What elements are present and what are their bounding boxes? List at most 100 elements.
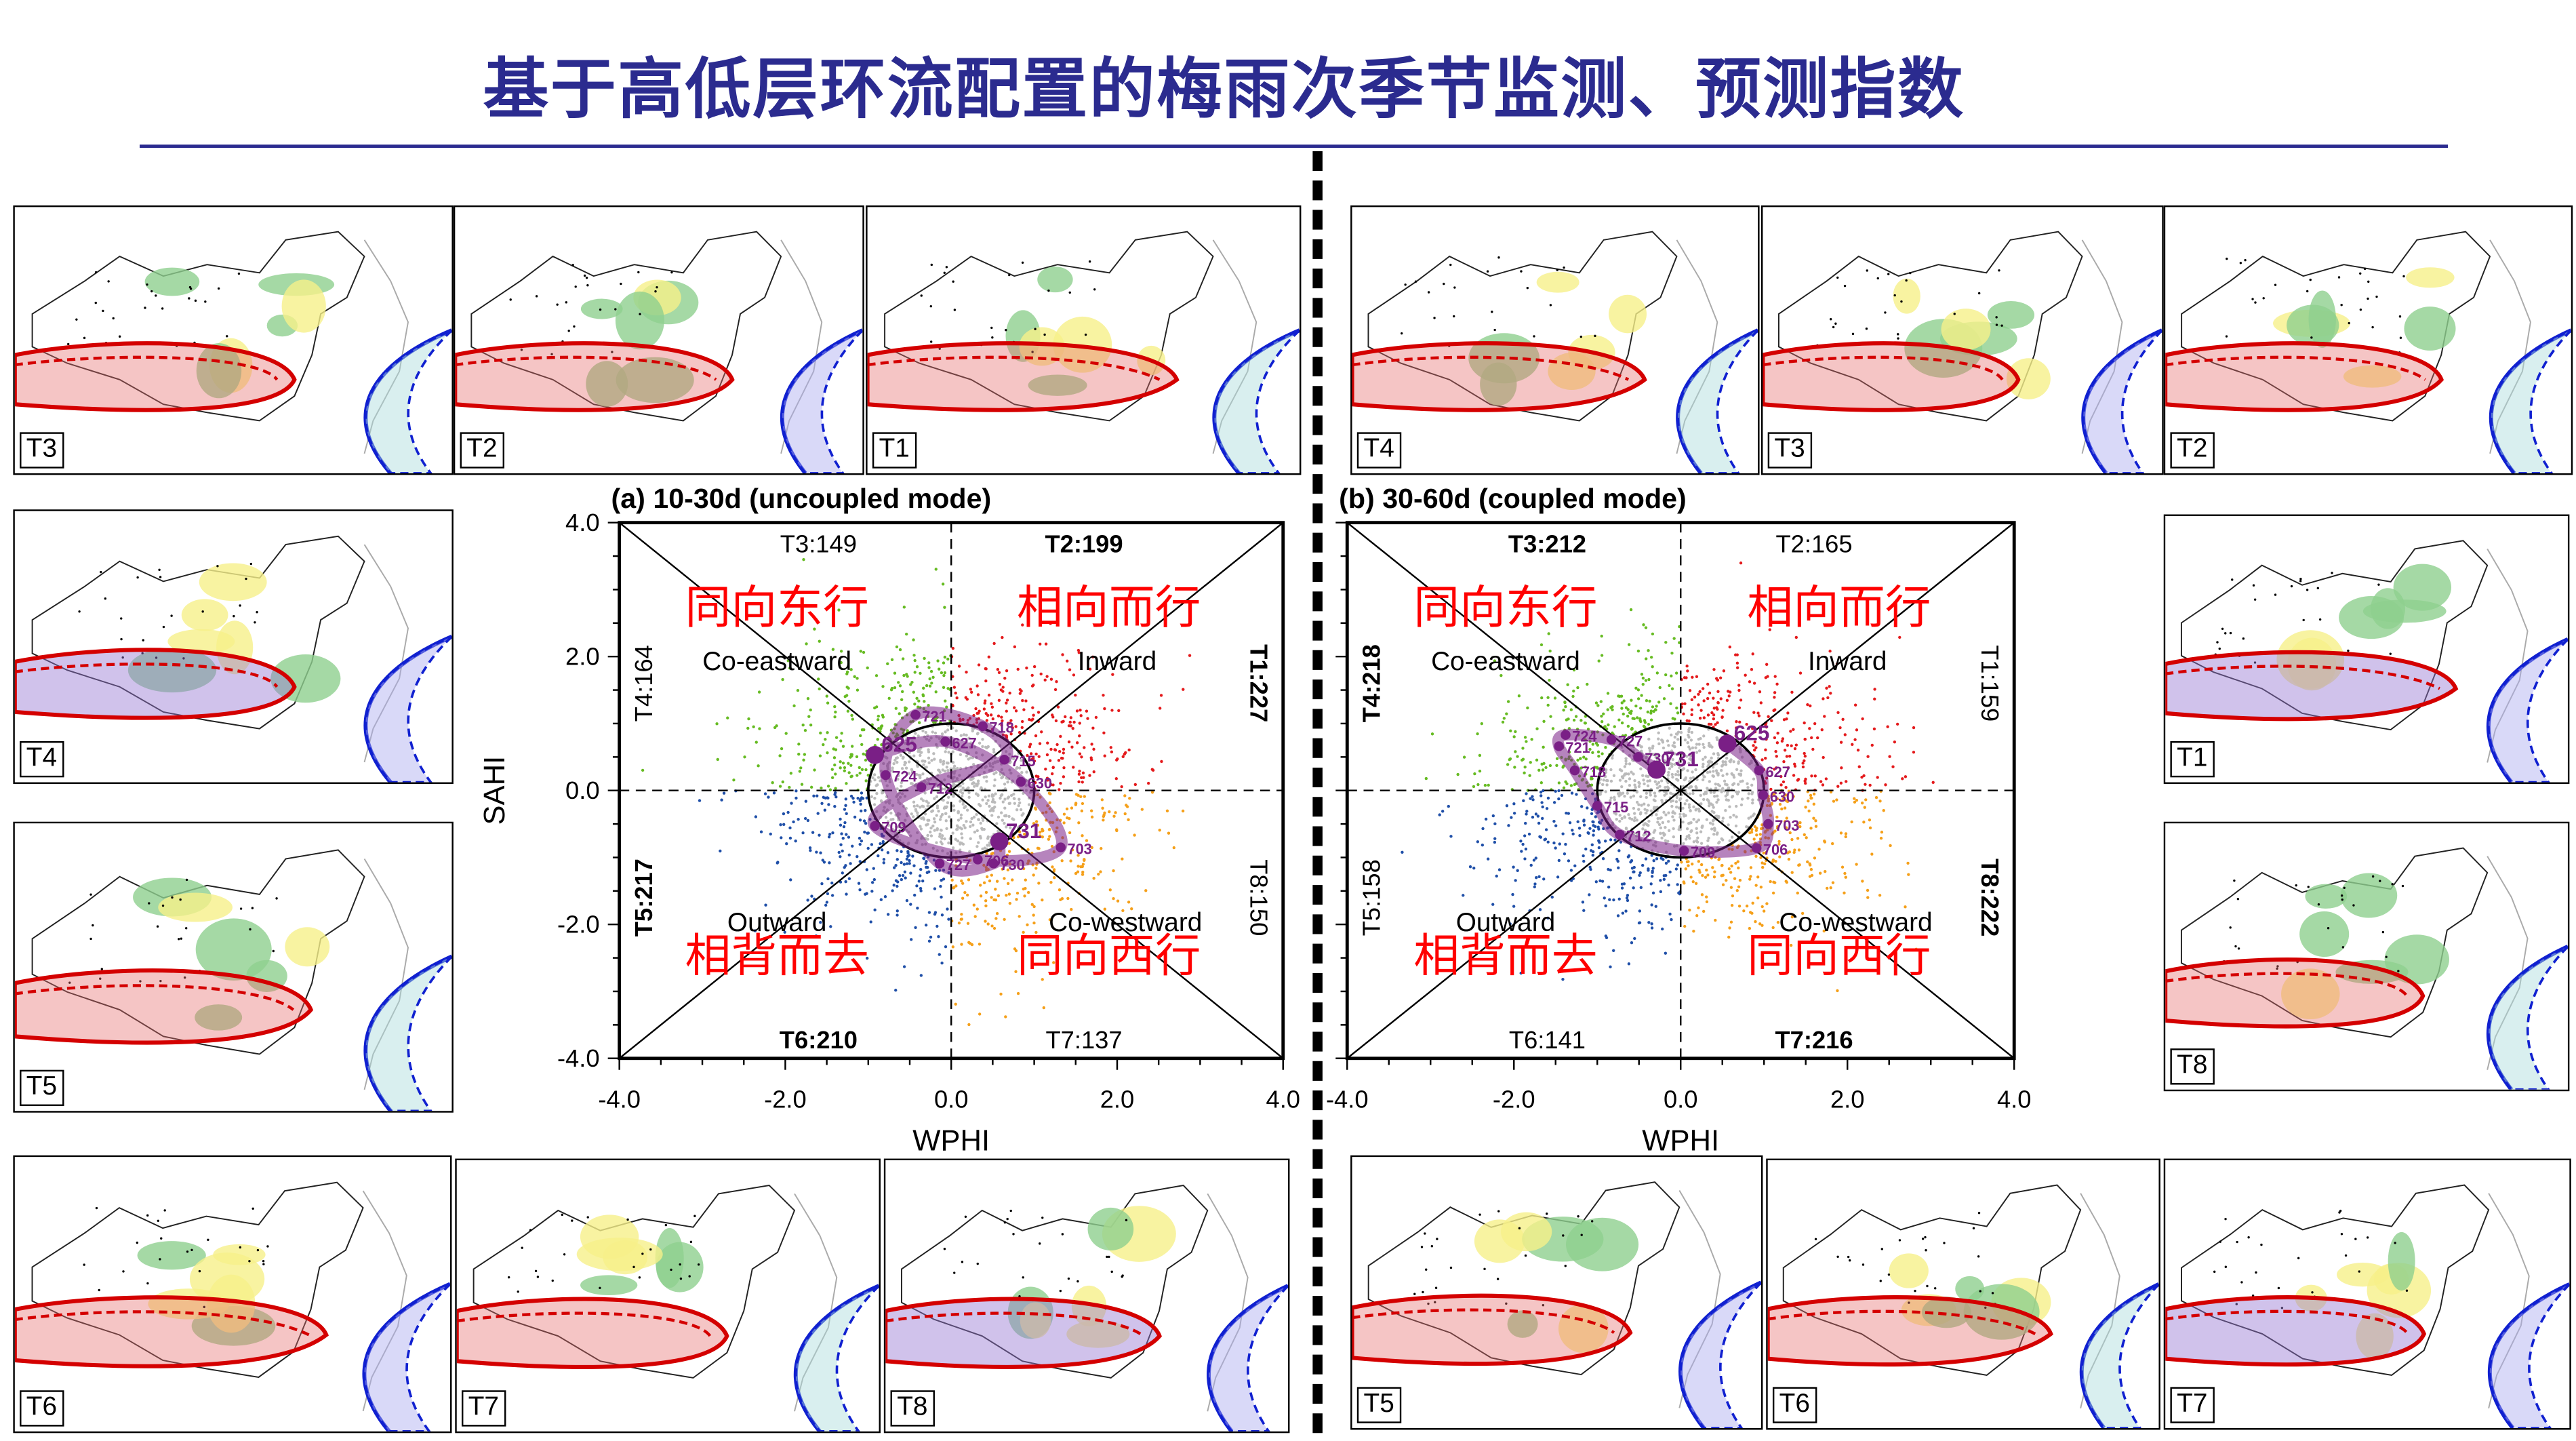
scatter-point (1081, 863, 1085, 866)
scatter-point (1662, 746, 1666, 750)
scatter-point (877, 714, 881, 718)
scatter-point (1533, 882, 1537, 886)
scatter-point (882, 858, 886, 861)
trajectory-date-label: 627 (952, 734, 976, 751)
scatter-point (1702, 699, 1706, 703)
subtropical-high-contour (1763, 341, 2021, 412)
region-label-cn: 同向东行 (1413, 581, 1597, 635)
scatter-point (1667, 883, 1670, 887)
scatter-point (1739, 698, 1743, 702)
significance-dot (1520, 270, 1523, 273)
scatter-point (831, 648, 835, 651)
scatter-point (994, 771, 998, 774)
scatter-point (1548, 764, 1552, 768)
scatter-point (1678, 812, 1682, 816)
significance-dot (2299, 580, 2302, 583)
scatter-point (910, 938, 913, 941)
scatter-point (1777, 840, 1781, 844)
scatter-point (1613, 811, 1616, 815)
scatter-point (952, 808, 956, 812)
scatter-point (1077, 821, 1081, 825)
scatter-point (1649, 709, 1653, 713)
region-label: Inward (1808, 647, 1887, 676)
scatter-point (1727, 798, 1730, 802)
scatter-point (1742, 909, 1746, 913)
scatter-point (995, 822, 999, 825)
scatter-point (804, 800, 808, 803)
scatter-point (1091, 726, 1095, 730)
scatter-point (1633, 783, 1636, 787)
scatter-point (1071, 727, 1074, 730)
scatter-point (1816, 736, 1819, 740)
scatter-point (1483, 783, 1487, 787)
scatter-point (1728, 805, 1731, 808)
scatter-point (1814, 825, 1818, 828)
scatter-point (984, 679, 988, 683)
scatter-point (789, 878, 792, 882)
scatter-point (1787, 857, 1791, 861)
map-panel: T7 (2163, 1158, 2571, 1430)
scatter-point (1079, 708, 1082, 712)
subtropical-high-contour (1352, 1293, 1633, 1366)
rainfall-map (14, 231, 452, 473)
significance-dot (953, 1271, 956, 1274)
scatter-point (764, 903, 767, 907)
rainfall-anomaly-patch (2339, 596, 2404, 639)
scatter-point (886, 662, 889, 666)
scatter-point (1004, 814, 1008, 818)
scatter-point (1083, 858, 1086, 861)
scatter-point (904, 766, 908, 770)
scatter-point (1121, 857, 1124, 861)
panel-label: T7 (2170, 1387, 2215, 1423)
scatter-point (866, 846, 870, 850)
significance-dot (1413, 1292, 1416, 1295)
scatter-point (839, 817, 842, 821)
significance-dot (1887, 1273, 1891, 1276)
scatter-point (850, 713, 853, 717)
scatter-point (1775, 827, 1779, 830)
scatter-point (912, 864, 916, 867)
scatter-point (1546, 703, 1550, 707)
scatter-point (1577, 827, 1582, 830)
scatter-point (1704, 875, 1708, 879)
scatter-point (1682, 712, 1685, 716)
scatter-point (1712, 717, 1715, 721)
scatter-point (1013, 754, 1017, 758)
scatter-point (1647, 677, 1651, 682)
scatter-point (1707, 722, 1711, 726)
scatter-point (919, 753, 922, 757)
scatter-point (794, 840, 797, 843)
significance-dot (2235, 1303, 2238, 1305)
trajectory-date-label: 730 (1000, 856, 1024, 873)
scatter-point (1694, 882, 1698, 885)
scatter-point (1785, 755, 1789, 758)
scatter-point (1691, 880, 1695, 884)
scatter-point (1003, 877, 1006, 880)
scatter-point (1639, 886, 1643, 890)
scatter-point (1023, 832, 1026, 836)
significance-dot (2401, 884, 2404, 888)
scatter-point (1737, 866, 1740, 870)
scatter-point (1552, 801, 1556, 804)
scatter-point (1022, 708, 1026, 711)
scatter-point (1689, 875, 1693, 879)
scatter-point (1005, 669, 1009, 673)
scatter-point (828, 861, 831, 865)
scatter-point (783, 930, 786, 934)
rainfall-anomaly-patch (137, 1241, 206, 1270)
significance-dot (201, 610, 204, 613)
scatter-point (1564, 842, 1567, 846)
scatter-point (1468, 865, 1472, 869)
scatter-point (1618, 819, 1622, 823)
significance-dot (1453, 315, 1455, 318)
significance-dot (2398, 315, 2402, 318)
scatter-point (919, 827, 923, 831)
scatter-point (997, 714, 1001, 718)
trajectory-point (916, 782, 927, 793)
significance-dot (2290, 585, 2293, 588)
significance-dot (1880, 1248, 1883, 1250)
scatter-point (1701, 778, 1705, 782)
scatter-point (1664, 813, 1668, 816)
scatter-point (1886, 725, 1889, 728)
trajectory-point (1015, 776, 1026, 787)
